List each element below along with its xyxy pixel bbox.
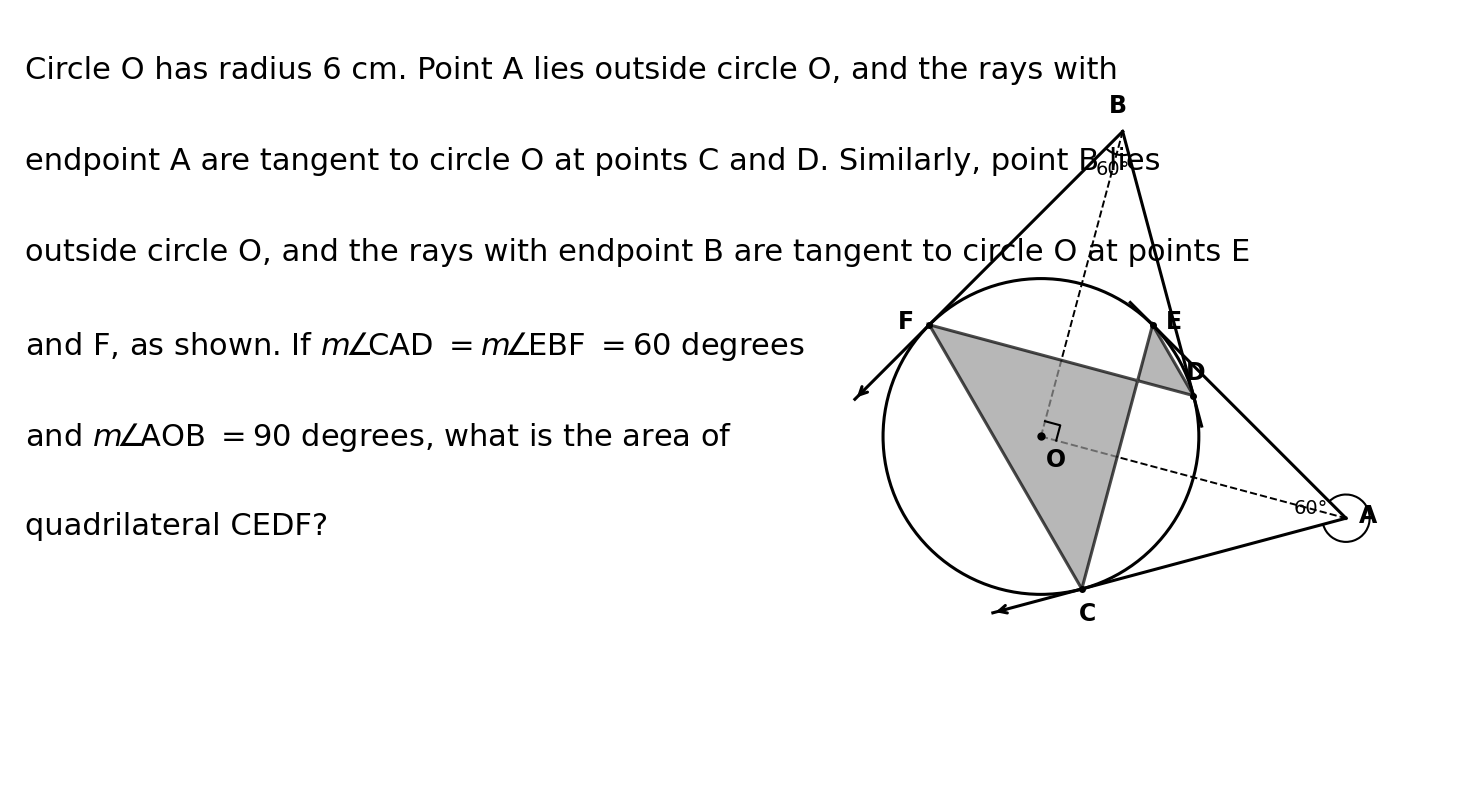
Text: Circle O has radius 6 cm. Point A lies outside circle O, and the rays with: Circle O has radius 6 cm. Point A lies o… (25, 56, 1118, 85)
Text: and F, as shown. If $m\!\angle\!$CAD $= m\!\angle\!$EBF $= 60$ degrees: and F, as shown. If $m\!\angle\!$CAD $= … (25, 330, 804, 363)
Text: 60°: 60° (1294, 499, 1327, 518)
Text: B: B (1108, 94, 1126, 118)
Text: F: F (898, 310, 914, 334)
Text: outside circle O, and the rays with endpoint B are tangent to circle O at points: outside circle O, and the rays with endp… (25, 238, 1250, 268)
Text: endpoint A are tangent to circle O at points C and D. Similarly, point B lies: endpoint A are tangent to circle O at po… (25, 147, 1161, 176)
Text: quadrilateral CEDF?: quadrilateral CEDF? (25, 512, 327, 542)
Text: E: E (1165, 310, 1181, 334)
Text: D: D (1186, 361, 1206, 385)
Text: A: A (1360, 503, 1377, 527)
Polygon shape (930, 325, 1193, 589)
Text: and $m\!\angle\!$AOB $= 90$ degrees, what is the area of: and $m\!\angle\!$AOB $= 90$ degrees, wha… (25, 421, 732, 454)
Text: C: C (1079, 602, 1095, 626)
Text: 60°: 60° (1095, 160, 1130, 179)
Text: O: O (1047, 449, 1066, 472)
